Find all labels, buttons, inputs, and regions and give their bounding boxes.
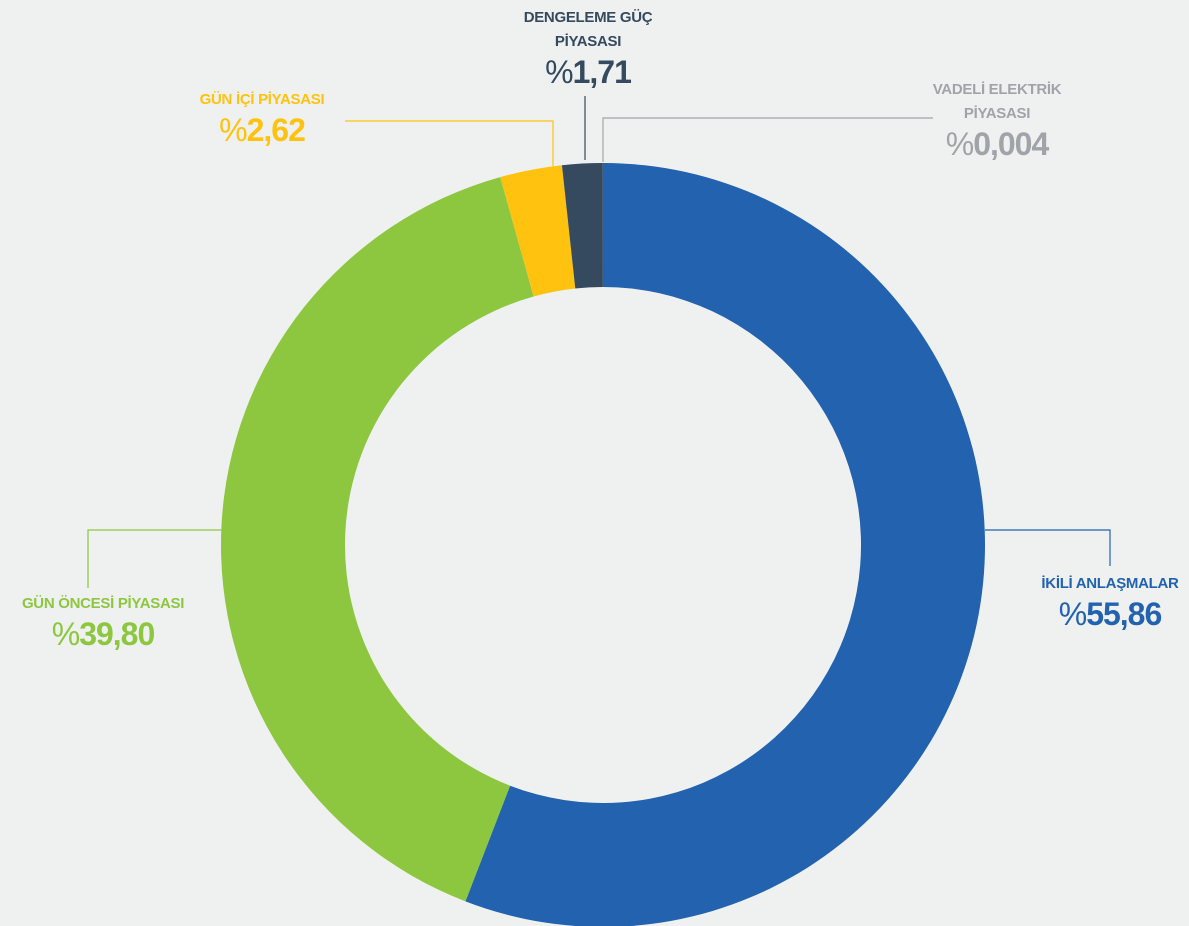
value-label: %2,62 bbox=[219, 112, 306, 148]
leader-line bbox=[985, 529, 1111, 566]
category-name: GÜN ÖNCESİ PİYASASI bbox=[21, 595, 185, 612]
leader-line bbox=[602, 117, 933, 162]
slice-label: İKİLİ ANLAŞMALAR %55,86 bbox=[1020, 572, 1189, 632]
leader-lines bbox=[87, 96, 1111, 588]
slice bbox=[221, 177, 534, 902]
slice-label: GÜN ÖNCESİ PİYASASI %39,80 bbox=[3, 592, 203, 652]
slice bbox=[500, 165, 576, 297]
slice bbox=[561, 163, 603, 289]
category-name: GÜN İÇİ PİYASASI bbox=[199, 91, 325, 108]
slice-label: GÜN İÇİ PİYASASI %2,62 bbox=[172, 88, 352, 148]
category-name: DENGELEME GÜÇ PİYASASI bbox=[523, 9, 653, 50]
slice bbox=[465, 163, 985, 926]
category-name: VADELİ ELEKTRİK PİYASASI bbox=[932, 81, 1062, 122]
leader-line bbox=[87, 529, 222, 588]
value-label: %39,80 bbox=[51, 616, 156, 652]
category-name: İKİLİ ANLAŞMALAR bbox=[1041, 575, 1179, 592]
value-label: %55,86 bbox=[1058, 596, 1163, 632]
leader-line bbox=[345, 120, 554, 166]
value-label: %0,004 bbox=[945, 126, 1050, 162]
slice-label: DENGELEME GÜÇ PİYASASI %1,71 bbox=[513, 6, 663, 90]
slice-label: VADELİ ELEKTRİK PİYASASI %0,004 bbox=[917, 78, 1077, 162]
value-label: %1,71 bbox=[545, 54, 632, 90]
